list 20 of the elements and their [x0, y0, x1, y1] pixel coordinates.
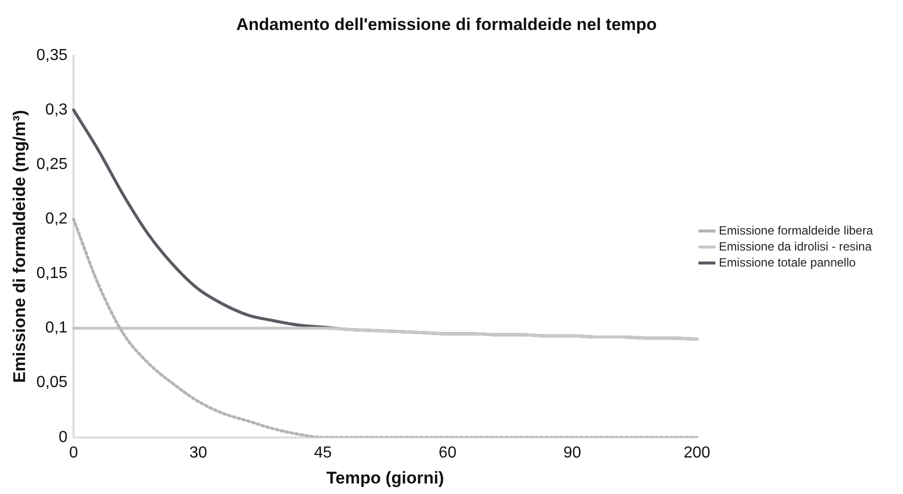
x-axis-title: Tempo (giorni) — [326, 468, 444, 488]
line-series — [72, 326, 698, 341]
x-tick-label: 90 — [563, 444, 582, 462]
legend-label: Emissione formaldeide libera — [718, 223, 874, 238]
x-tick-label: 200 — [684, 444, 710, 462]
y-tick-label: 0,2 — [45, 210, 68, 228]
y-tick-label: 0,35 — [36, 46, 68, 64]
y-axis-title: Emissione di formaldeide (mg/m³) — [10, 110, 29, 383]
legend-label: Emissione totale pannello — [718, 255, 856, 270]
x-tick-label: 60 — [438, 444, 457, 462]
y-tick-label: 0,15 — [36, 265, 68, 282]
legend-label: Emissione da idrolisi - resina — [718, 239, 872, 254]
y-tick-label: 0 — [58, 428, 68, 446]
chart-title: Andamento dell'emissione di formaldeide nel tempo — [236, 14, 657, 34]
y-tick-label: 0,25 — [36, 156, 68, 173]
x-tick-label: 45 — [314, 444, 332, 462]
y-tick-label: 0,3 — [45, 101, 68, 118]
y-tick-label: 0,1 — [45, 320, 68, 337]
x-tick-label: 30 — [189, 444, 208, 462]
y-tick-label: 0,05 — [36, 374, 68, 392]
